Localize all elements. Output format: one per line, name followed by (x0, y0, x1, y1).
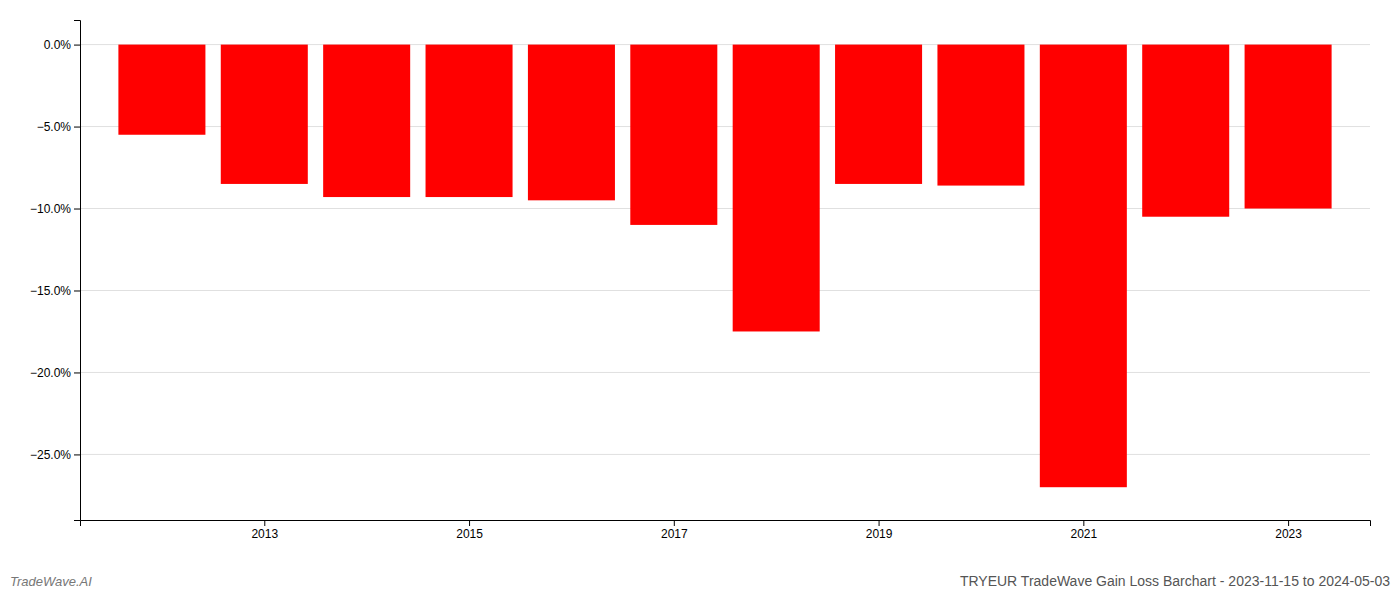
x-tick: 2021 (1070, 520, 1097, 541)
bar (1040, 45, 1127, 488)
x-tick: 2017 (661, 520, 688, 541)
x-tick-mark (879, 520, 880, 526)
y-tick: −10.0% (30, 202, 80, 216)
y-axis: 0.0% −5.0% −10.0% −15.0% −20.0% −25.0% (30, 21, 81, 521)
x-tick-mark (1288, 520, 1289, 526)
bars (118, 45, 1331, 488)
x-axis: 2013 2015 2017 2019 2021 2023 (81, 520, 1371, 541)
title: TRYEUR TradeWave Gain Loss Barchart - 20… (960, 573, 1390, 589)
bar (835, 45, 922, 184)
chart-container: 2013 2015 2017 2019 2021 2023 0.0% −5.0% −10.0% −… (0, 0, 1400, 600)
y-axis-line (74, 21, 81, 521)
y-tick-mark (74, 209, 80, 210)
y-tick-label: −20.0% (30, 366, 71, 380)
x-tick-mark (1083, 520, 1084, 526)
footer: TradeWave.AI (10, 574, 92, 589)
y-tick: −5.0% (37, 120, 80, 134)
y-tick-mark (74, 372, 80, 373)
x-tick-label: 2017 (661, 527, 688, 541)
grid (80, 45, 1370, 455)
y-tick-mark (74, 290, 80, 291)
y-tick: −15.0% (30, 284, 80, 298)
y-tick: 0.0% (44, 38, 80, 52)
y-tick-label: −25.0% (30, 448, 71, 462)
y-tick-label: −5.0% (37, 120, 72, 134)
chart: 2013 2015 2017 2019 2021 2023 0.0% −5.0% −10.0% −… (0, 0, 1400, 600)
x-tick-label: 2019 (866, 527, 893, 541)
bar (118, 45, 205, 135)
x-tick: 2023 (1275, 520, 1302, 541)
bar (630, 45, 717, 225)
x-tick-label: 2015 (456, 527, 483, 541)
bar (323, 45, 410, 197)
y-tick-label: 0.0% (44, 38, 72, 52)
x-axis-line (81, 521, 1371, 527)
y-tick: −20.0% (30, 366, 80, 380)
x-tick: 2019 (866, 520, 893, 541)
x-tick-label: 2021 (1070, 527, 1097, 541)
grid-line (80, 454, 1370, 455)
y-tick-mark (74, 45, 80, 46)
x-tick-mark (469, 520, 470, 526)
x-tick-label: 2023 (1275, 527, 1302, 541)
x-tick: 2013 (251, 520, 278, 541)
bar (1142, 45, 1229, 217)
bar (733, 45, 820, 332)
bar (528, 45, 615, 201)
bar (1245, 45, 1332, 209)
y-tick-label: −15.0% (30, 284, 71, 298)
x-tick-mark (264, 520, 265, 526)
y-tick-mark (74, 454, 80, 455)
x-tick: 2015 (456, 520, 483, 541)
y-tick: −25.0% (30, 448, 80, 462)
grid-line (80, 290, 1370, 291)
y-tick-mark (74, 127, 80, 128)
bar (937, 45, 1024, 186)
x-tick-label: 2013 (251, 527, 278, 541)
y-tick-label: −10.0% (30, 202, 71, 216)
grid-line (80, 372, 1370, 373)
bar (221, 45, 308, 184)
bar (426, 45, 513, 197)
x-tick-mark (674, 520, 675, 526)
